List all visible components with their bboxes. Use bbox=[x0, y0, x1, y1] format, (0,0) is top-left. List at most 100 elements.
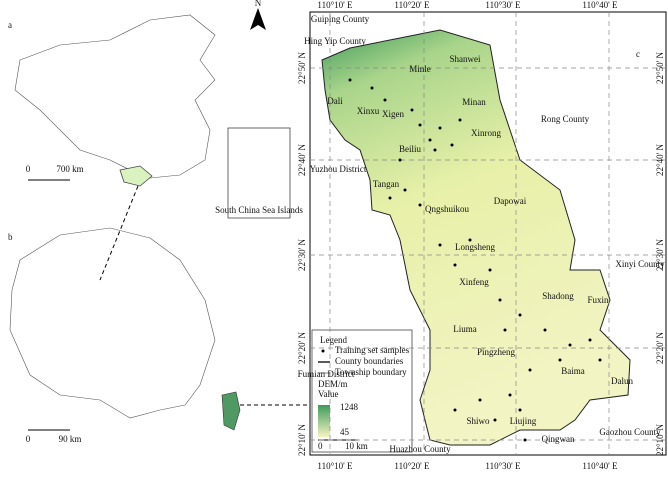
panel-label: a bbox=[8, 20, 12, 30]
lon-label: 110°30' E bbox=[485, 0, 521, 10]
place-label: Dapowai bbox=[494, 196, 527, 206]
sample-dot bbox=[438, 243, 442, 247]
legend-dem-max: 1248 bbox=[340, 402, 359, 412]
place-label: Gaozhou County bbox=[599, 427, 661, 437]
place-label: Pingzheng bbox=[477, 347, 515, 357]
place-label: Xinfeng bbox=[459, 277, 489, 287]
sample-dot bbox=[403, 188, 407, 192]
lat-label: 22°50' N bbox=[655, 52, 665, 84]
scale-label: 90 km bbox=[59, 434, 82, 444]
sample-dot bbox=[558, 358, 562, 362]
place-label: Xigen bbox=[382, 109, 404, 119]
lon-label: 110°10' E bbox=[317, 0, 353, 10]
connector bbox=[99, 185, 139, 281]
lat-label: 22°20' N bbox=[297, 332, 307, 364]
lat-label: 22°50' N bbox=[297, 52, 307, 84]
lat-label: 22°10' N bbox=[297, 424, 307, 456]
sample-dot bbox=[433, 148, 437, 152]
legend-dem: DEM/m bbox=[318, 379, 348, 389]
place-label: Yuzhou District bbox=[310, 164, 367, 174]
panel-label: b bbox=[8, 232, 13, 242]
place-label: Xinrong bbox=[471, 128, 501, 138]
sample-dot bbox=[498, 298, 502, 302]
sample-dot bbox=[523, 438, 527, 442]
place-label: Dali bbox=[327, 96, 343, 106]
lon-label: 110°40' E bbox=[582, 461, 618, 471]
scale-label: 0 bbox=[26, 434, 31, 444]
sample-dot bbox=[383, 98, 387, 102]
place-label: Liuma bbox=[453, 324, 477, 334]
lat-label: 22°30' N bbox=[297, 239, 307, 271]
lon-label: 110°10' E bbox=[317, 461, 353, 471]
place-label: Qingwan bbox=[542, 434, 575, 444]
sample-dot bbox=[468, 238, 472, 242]
place-label: Beiliu bbox=[399, 144, 421, 154]
place-label: Xinyi County bbox=[615, 259, 665, 269]
place-label: Dalun bbox=[611, 376, 633, 386]
place-label: Xinxu bbox=[357, 106, 380, 116]
place-label: Huazhou County bbox=[389, 444, 451, 454]
sample-dot bbox=[528, 368, 532, 372]
lon-label: 110°30' E bbox=[485, 461, 521, 471]
sample-dot bbox=[488, 268, 492, 272]
lon-label: 110°40' E bbox=[582, 0, 618, 10]
sample-dot bbox=[493, 418, 497, 422]
lon-label: 110°20' E bbox=[394, 461, 430, 471]
place-label: Minle bbox=[409, 64, 431, 74]
sample-dot bbox=[453, 408, 457, 412]
sample-dot bbox=[588, 338, 592, 342]
lat-label: 22°10' N bbox=[655, 424, 665, 456]
sample-dot bbox=[370, 86, 374, 90]
sample-dot bbox=[438, 126, 442, 130]
sample-dot bbox=[418, 123, 422, 127]
legend-item: Township boundary bbox=[335, 367, 407, 377]
sample-dot bbox=[410, 108, 414, 112]
sample-dot bbox=[518, 408, 522, 412]
scale-label: 0 bbox=[26, 164, 31, 174]
guangxi-outline bbox=[9, 227, 216, 419]
sample-dot bbox=[458, 118, 462, 122]
sample-dot bbox=[598, 358, 602, 362]
lat-label: 22°40' N bbox=[297, 144, 307, 176]
place-label: Shanwei bbox=[450, 54, 481, 64]
place-label: Shadong bbox=[542, 291, 574, 301]
study-area bbox=[321, 29, 631, 446]
north-arrow bbox=[250, 8, 266, 30]
place-label: Fuxin bbox=[587, 295, 609, 305]
sample-dot bbox=[518, 313, 522, 317]
sample-dot bbox=[428, 138, 432, 142]
place-label: Tangan bbox=[373, 179, 400, 189]
place-label: Qngshuikou bbox=[425, 204, 470, 214]
inset-label: South China Sea Islands bbox=[215, 205, 303, 215]
guangxi-highlight bbox=[119, 165, 153, 187]
legend-title: Legend bbox=[320, 335, 347, 345]
legend-dot bbox=[321, 349, 325, 353]
sample-dot bbox=[348, 78, 352, 82]
place-label: Guiping County bbox=[311, 14, 370, 24]
sample-dot bbox=[453, 263, 457, 267]
lat-label: 22°20' N bbox=[655, 332, 665, 364]
lat-label: 22°40' N bbox=[655, 144, 665, 176]
study-area-small bbox=[221, 391, 241, 431]
legend-dem-min: 45 bbox=[340, 427, 350, 437]
legend-scale: 10 km bbox=[345, 441, 368, 451]
place-label: Longsheng bbox=[455, 242, 495, 252]
legend-scale: 0 bbox=[318, 441, 323, 451]
lat-label: 22°30' N bbox=[655, 239, 665, 271]
place-label: Hing Yip County bbox=[304, 36, 366, 46]
legend-item: County boundaries bbox=[335, 356, 404, 366]
scale-label: 700 km bbox=[56, 164, 83, 174]
sample-dot bbox=[478, 398, 482, 402]
inset-frame bbox=[227, 127, 291, 219]
legend-item: Training set samples bbox=[335, 345, 410, 355]
place-label: Shiwo bbox=[466, 416, 490, 426]
place-label: Rong County bbox=[541, 114, 590, 124]
panel-label: c bbox=[636, 49, 640, 59]
sample-dot bbox=[508, 393, 512, 397]
north-label: N bbox=[255, 0, 262, 8]
sample-dot bbox=[388, 196, 392, 200]
sample-dot bbox=[503, 328, 507, 332]
sample-dot bbox=[543, 328, 547, 332]
sample-dot bbox=[418, 203, 422, 207]
